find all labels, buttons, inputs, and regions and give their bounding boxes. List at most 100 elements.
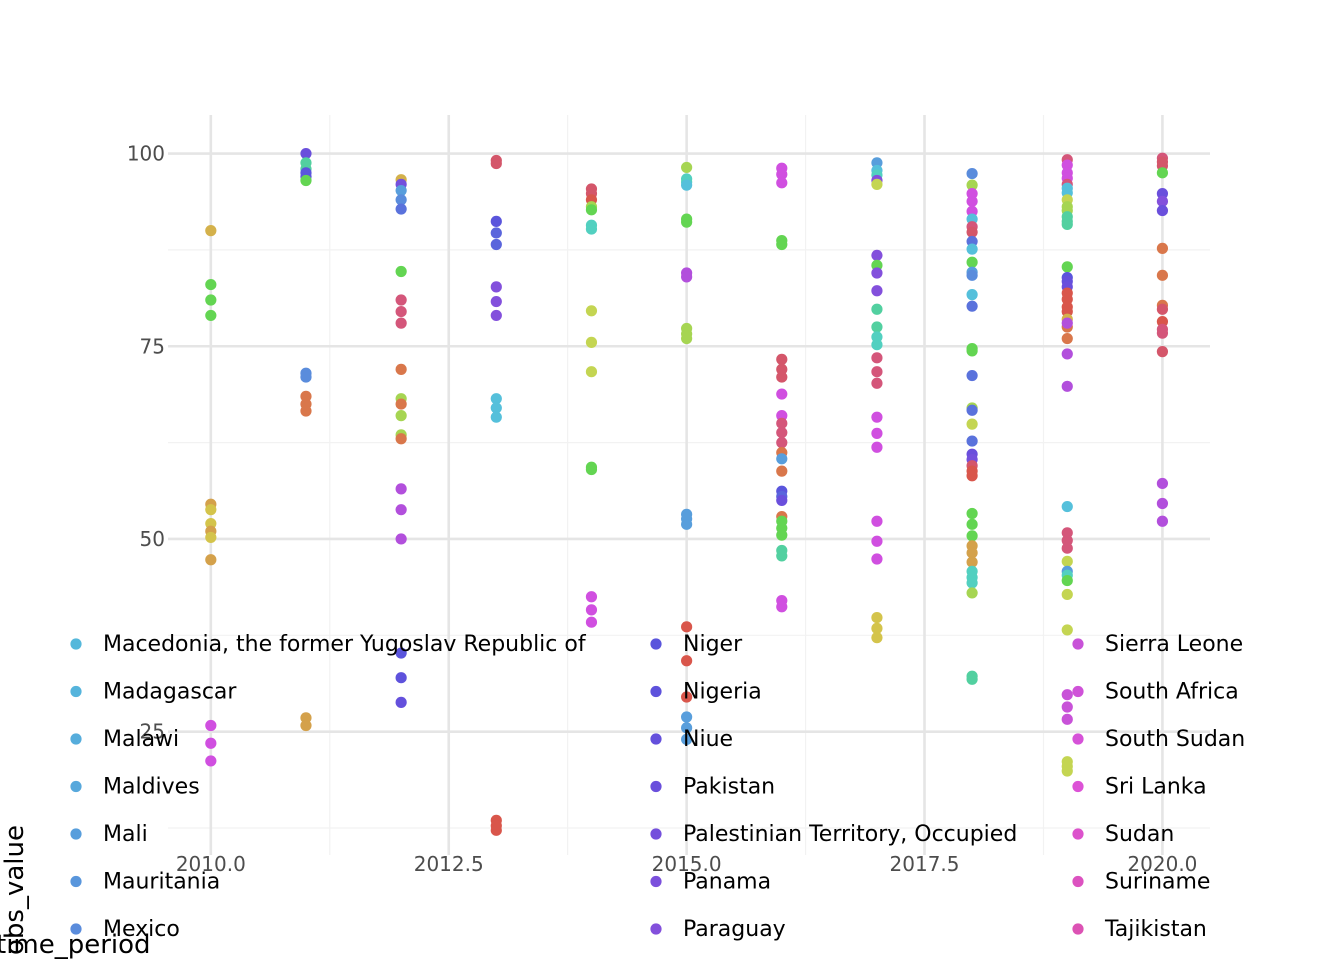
data-point [681,691,693,703]
legend-marker [70,828,82,840]
data-point [966,518,978,530]
data-point [966,289,978,301]
data-point [966,673,978,685]
data-point [871,632,883,644]
y-tick-label: 100 [127,142,165,166]
data-point [871,611,883,624]
data-point [776,388,788,400]
data-point [300,405,312,417]
data-point [871,178,883,190]
data-point [681,179,693,191]
data-point [585,305,598,317]
legend-label: Pakistan [683,775,775,800]
data-point [300,174,312,187]
data-point [966,205,978,217]
legend-marker [70,685,82,698]
y-axis-ticks: 25 50 75 100 [127,142,165,744]
data-point [205,225,217,237]
data-point [1061,624,1073,636]
legend-marker [650,780,662,793]
x-tick-label: 2012.5 [414,852,484,876]
data-point [1061,317,1073,329]
data-point [1061,534,1073,547]
data-point [776,353,788,365]
data-point [205,719,217,732]
data-point [585,616,598,628]
data-point [1061,293,1073,305]
data-point [490,824,502,836]
data-point [1061,500,1073,513]
data-point [300,390,312,402]
data-point [1156,346,1169,358]
data-point [490,402,502,414]
data-point [871,267,883,279]
data-point [871,285,883,297]
data-point [1156,195,1169,207]
legend-label: South Sudan [1105,727,1245,752]
data-point [871,249,883,261]
legend-label: Macedonia, the former Yugoslav Republic … [103,632,587,657]
data-point [490,238,502,251]
legend-marker [1072,638,1084,650]
data-point [585,204,598,216]
data-point [776,168,788,180]
legend-label: Sierra Leone [1105,632,1243,657]
data-point [1156,303,1169,315]
legend-label: Sri Lanka [1105,775,1207,800]
data-point [871,427,883,439]
data-point [205,737,217,749]
data-point [1061,261,1073,273]
data-point [966,300,978,312]
data-point [681,216,693,228]
data-point [871,303,883,315]
legend-label: Nigeria [683,680,762,705]
data-point [300,371,312,383]
data-point [1061,348,1073,360]
legend-label: Niger [683,632,743,657]
data-point [871,331,883,343]
data-point [966,577,978,589]
data-point [966,243,978,255]
data-point [966,256,978,268]
data-point [966,418,978,430]
data-point [395,672,407,684]
data-point [490,309,502,322]
data-point [1061,574,1073,587]
data-point [395,363,407,375]
data-point [205,531,217,544]
data-point [966,345,978,357]
data-point [681,711,693,723]
data-point [966,195,978,207]
y-axis-title: obs_value [0,825,30,955]
data-point [1061,765,1073,777]
data-point [1061,527,1073,539]
data-point [776,494,788,507]
data-point [681,722,693,734]
data-point [205,294,217,306]
data-point [1156,242,1169,254]
legend-marker [70,780,82,793]
data-point [1061,542,1073,554]
data-point [395,483,407,495]
data-point [681,518,693,530]
legend-label: Maldives [103,775,200,800]
data-point [966,530,978,542]
data-point [395,184,407,197]
x-tick-label: 2017.5 [890,852,960,876]
data-point [395,317,407,329]
data-point [395,647,407,659]
data-point [1156,167,1169,179]
data-point [395,398,407,410]
legend-label: Niue [683,727,733,752]
data-point [1061,689,1073,701]
data-point [681,655,693,667]
data-point [1156,515,1169,527]
data-point [395,533,407,545]
data-point [490,227,502,239]
data-point [1156,188,1169,200]
legend-label: Suriname [1105,870,1210,895]
data-point [776,437,788,449]
data-point [300,712,312,724]
data-point [966,179,978,191]
data-point [585,604,598,616]
